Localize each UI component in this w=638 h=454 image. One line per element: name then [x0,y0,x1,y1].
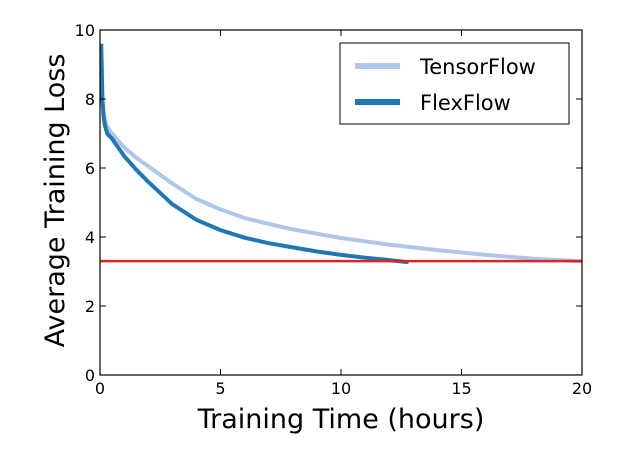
legend-label-flexflow: FlexFlow [420,91,511,115]
x-axis-title: Training Time (hours) [197,404,485,435]
x-tick-label: 5 [215,379,225,398]
legend-box [339,42,570,125]
legend-label-tensorflow: TensorFlow [419,55,536,79]
x-tick-label: 20 [572,379,592,398]
series-line-flexflow [100,43,409,265]
x-tick-label: 15 [451,379,471,398]
plot-layer [100,43,582,265]
y-tick-label: 4 [85,228,95,247]
y-tick-label: 10 [75,21,95,40]
x-tick-label: 0 [95,379,105,398]
ticks-layer: 0 5 10 15 20 0 2 4 6 8 10 [75,21,593,398]
y-tick-label: 0 [85,366,95,385]
x-tick-label: 10 [331,379,351,398]
y-tick-label: 6 [85,159,95,178]
y-axis-title: Average Training Loss [40,54,71,348]
legend: TensorFlow FlexFlow [339,42,570,125]
y-tick-label: 2 [85,297,95,316]
y-tick-label: 8 [85,90,95,109]
